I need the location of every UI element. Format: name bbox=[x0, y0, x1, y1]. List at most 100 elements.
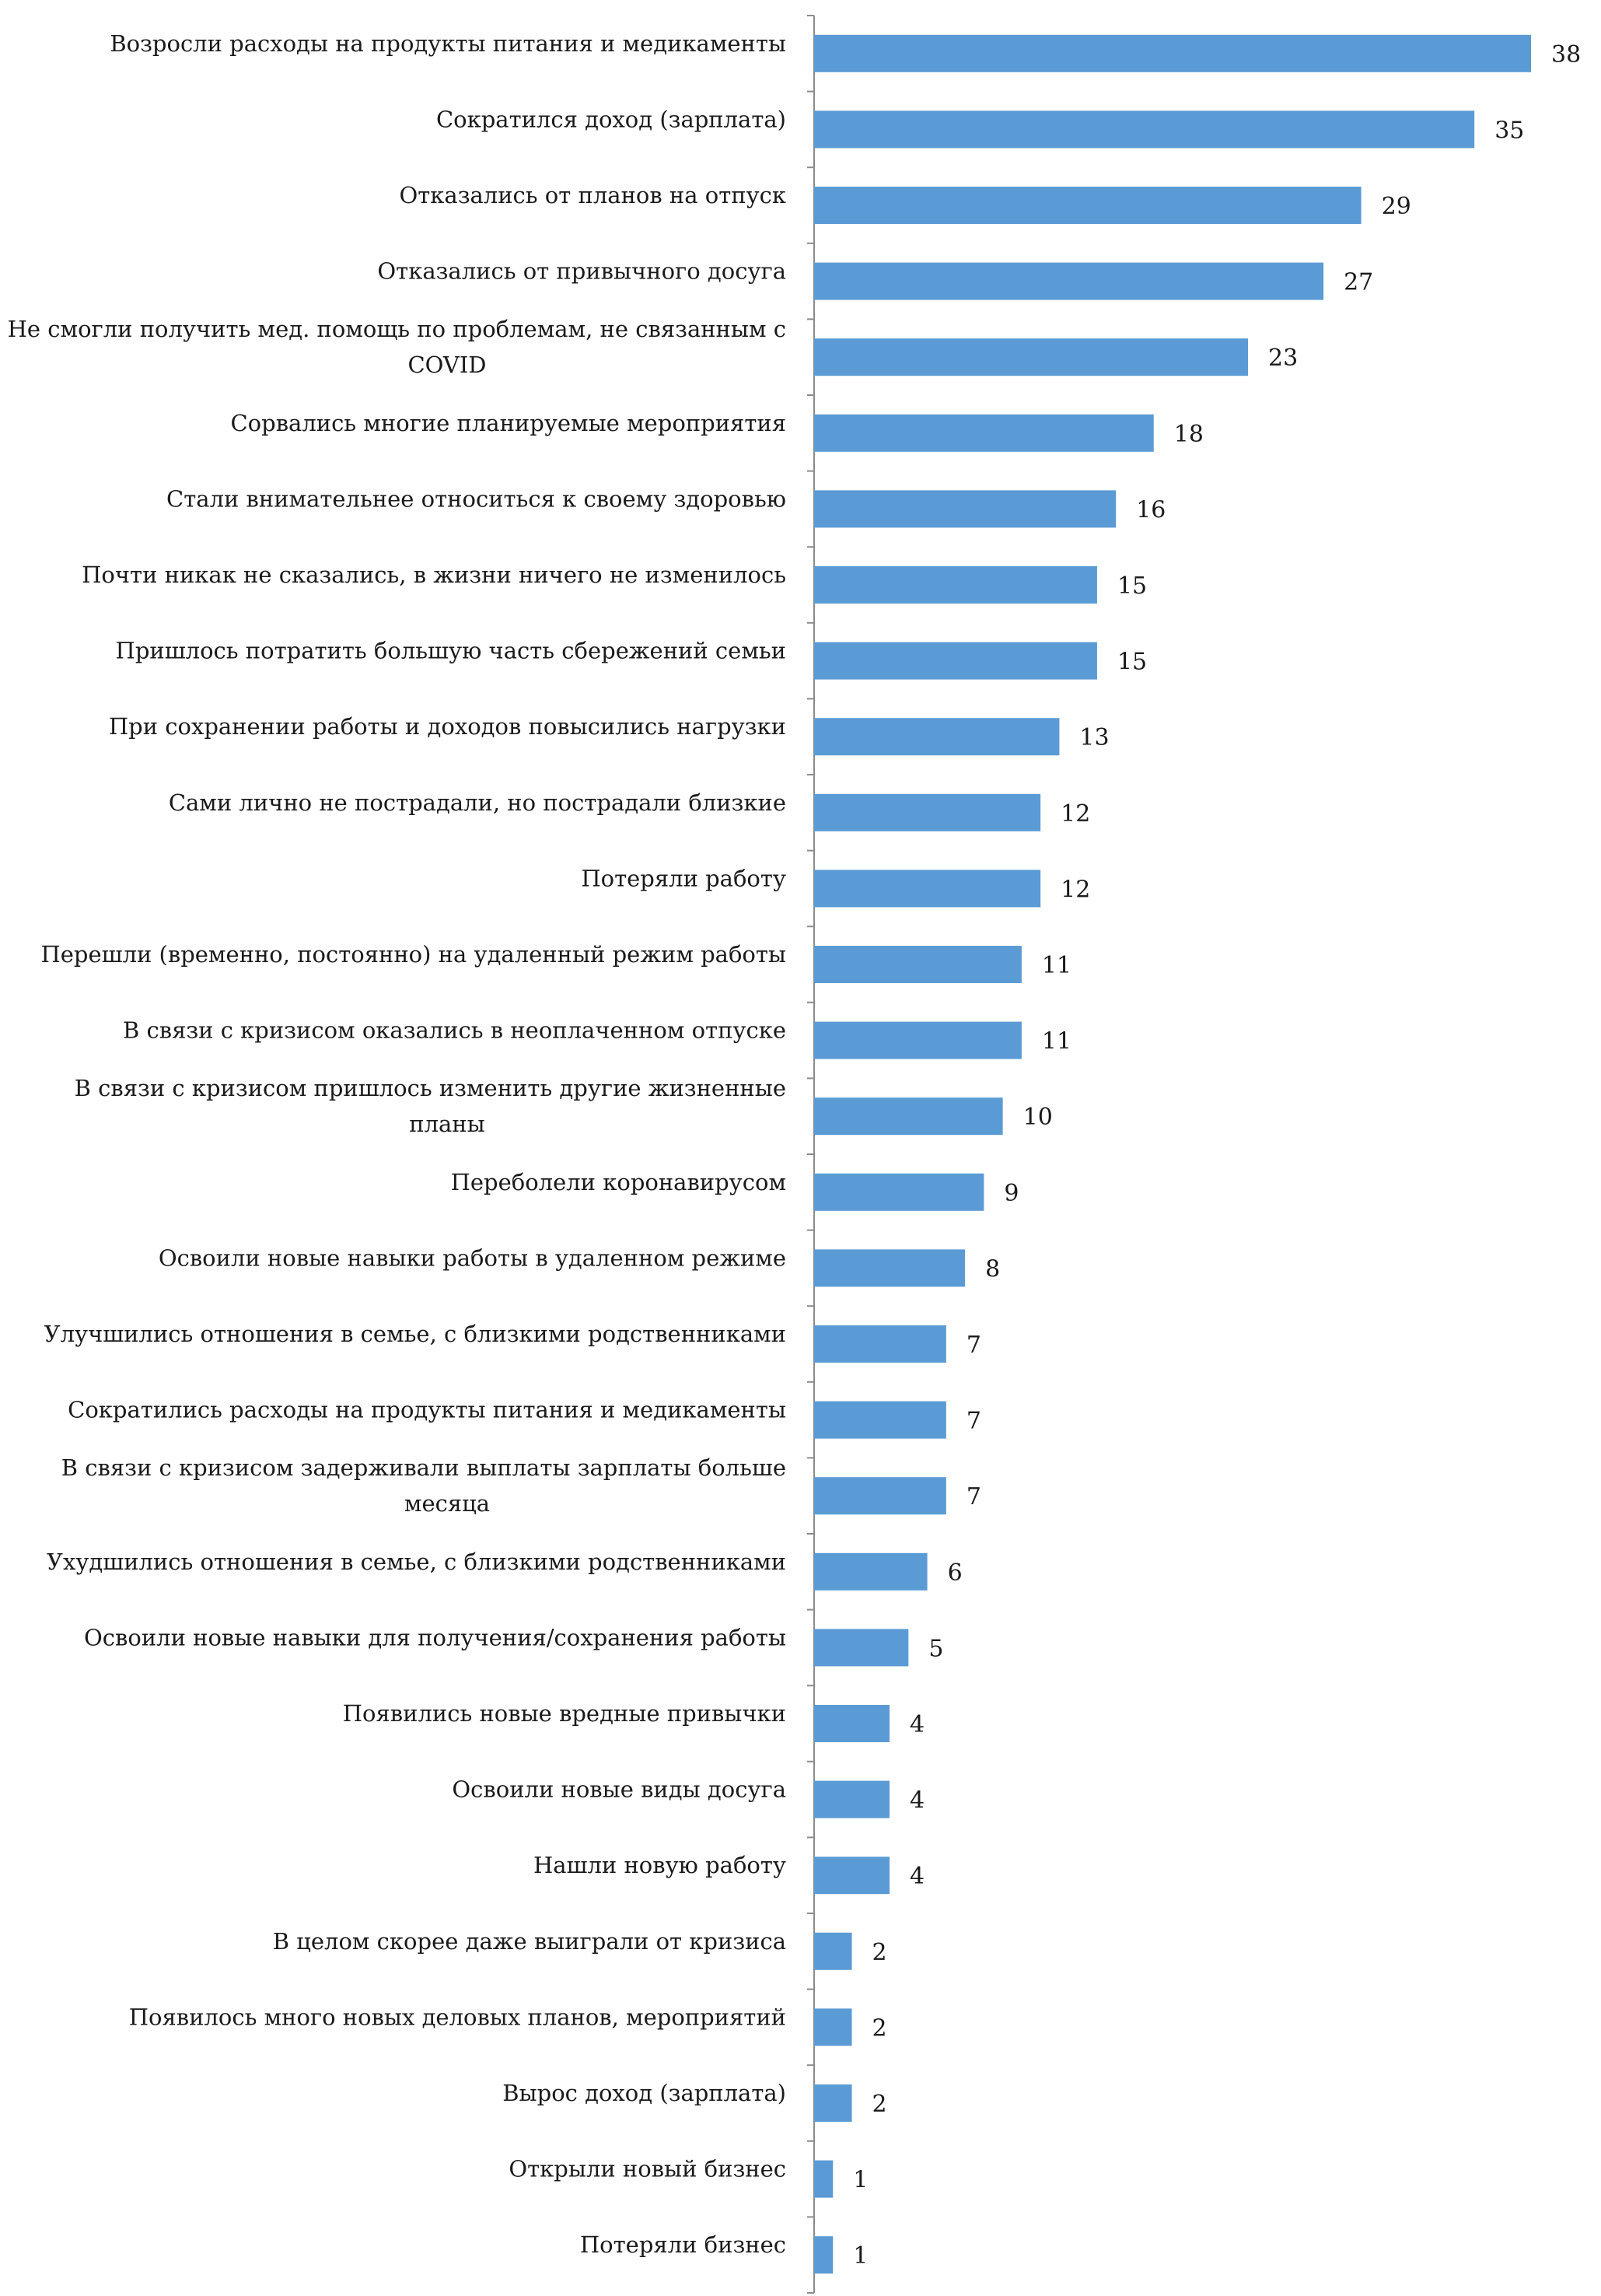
category-label: Открыли новый бизнес bbox=[509, 2156, 786, 2182]
category-label-line: Пришлось потратить большую часть сбереже… bbox=[116, 638, 786, 664]
category-label-line: Вырос доход (зарплата) bbox=[502, 2080, 786, 2106]
bar bbox=[814, 870, 1041, 908]
bar bbox=[814, 642, 1097, 680]
bar bbox=[814, 566, 1097, 604]
bar bbox=[814, 1552, 928, 1591]
category-label-line: Возросли расходы на продукты питания и м… bbox=[110, 30, 786, 57]
category-label-line: Стали внимательнее относиться к своему з… bbox=[166, 485, 786, 512]
value-label: 38 bbox=[1551, 41, 1581, 68]
category-label-line: Сами лично не пострадали, но пострадали … bbox=[169, 789, 786, 816]
category-label: Сорвались многие планируемые мероприятия bbox=[230, 410, 786, 436]
category-label-line: Освоили новые навыки для получения/сохра… bbox=[84, 1624, 786, 1650]
category-label: Не смогли получить мед. помощь по пробле… bbox=[8, 316, 786, 378]
category-label-line: В связи с кризисом оказались в неоплачен… bbox=[123, 1017, 786, 1044]
category-label: Сократились расходы на продукты питания … bbox=[68, 1397, 786, 1423]
category-label: В связи с кризисом оказались в неоплачен… bbox=[123, 1017, 786, 1044]
category-label: Переболели коронавирусом bbox=[451, 1169, 786, 1195]
bar bbox=[814, 793, 1041, 831]
bar bbox=[814, 1705, 890, 1742]
category-label-line: месяца bbox=[404, 1490, 490, 1517]
category-label: Потеряли работу bbox=[581, 865, 786, 891]
category-label: Вырос доход (зарплата) bbox=[502, 2080, 786, 2106]
value-label: 4 bbox=[910, 1711, 925, 1738]
category-label: Ухудшились отношения в семье, с близкими… bbox=[47, 1549, 786, 1575]
category-label: Почти никак не сказались, в жизни ничего… bbox=[82, 562, 786, 588]
value-label: 11 bbox=[1042, 1028, 1071, 1055]
category-label-line: Сократился доход (зарплата) bbox=[436, 106, 786, 132]
category-label: Перешли (временно, постоянно) на удаленн… bbox=[40, 941, 786, 968]
bar bbox=[814, 1325, 946, 1363]
category-label-line: Ухудшились отношения в семье, с близкими… bbox=[47, 1549, 786, 1575]
bar bbox=[814, 946, 1022, 983]
value-label: 16 bbox=[1136, 496, 1166, 523]
bar bbox=[814, 34, 1531, 72]
category-label-line: Улучшились отношения в семье, с близкими… bbox=[44, 1321, 786, 1347]
value-label: 12 bbox=[1061, 800, 1090, 828]
bar bbox=[814, 1173, 984, 1211]
bar bbox=[814, 110, 1475, 149]
bar bbox=[814, 414, 1154, 452]
category-label: Возросли расходы на продукты питания и м… bbox=[110, 30, 786, 57]
value-label: 15 bbox=[1117, 649, 1147, 676]
value-label: 10 bbox=[1023, 1104, 1053, 1131]
category-label-line: Потеряли бизнес bbox=[580, 2231, 786, 2258]
bar bbox=[814, 1249, 966, 1287]
bar bbox=[814, 2160, 834, 2198]
value-label: 23 bbox=[1268, 345, 1298, 372]
bar bbox=[814, 262, 1324, 300]
category-label: Отказались от привычного досуга bbox=[377, 258, 786, 285]
bar bbox=[814, 1780, 890, 1818]
bar bbox=[814, 1477, 946, 1515]
category-label-line: Появилось много новых деловых планов, ме… bbox=[129, 2004, 786, 2030]
category-label: Появилось много новых деловых планов, ме… bbox=[129, 2004, 786, 2030]
category-label-line: Отказались от планов на отпуск bbox=[399, 182, 786, 208]
bar bbox=[814, 2236, 834, 2274]
value-label: 13 bbox=[1079, 724, 1109, 751]
bar bbox=[814, 1021, 1022, 1059]
category-label-line: В связи с кризисом пришлось изменить дру… bbox=[75, 1075, 786, 1101]
value-label: 1 bbox=[853, 2242, 868, 2270]
category-label: В связи с кризисом пришлось изменить дру… bbox=[75, 1075, 786, 1137]
value-label: 7 bbox=[967, 1332, 981, 1359]
value-label: 11 bbox=[1042, 952, 1071, 979]
value-label: 18 bbox=[1174, 421, 1204, 448]
value-label: 9 bbox=[1004, 1180, 1019, 1207]
value-label: 4 bbox=[910, 1863, 925, 1890]
bar bbox=[814, 1857, 890, 1895]
category-label-line: Сорвались многие планируемые мероприятия bbox=[230, 410, 786, 436]
category-label-line: В связи с кризисом задерживали выплаты з… bbox=[61, 1454, 786, 1481]
category-label-line: Нашли новую работу bbox=[533, 1852, 786, 1878]
category-label: Пришлось потратить большую часть сбереже… bbox=[116, 638, 786, 664]
category-label-line: COVID bbox=[407, 352, 486, 378]
value-label: 1 bbox=[853, 2167, 868, 2194]
category-label: Освоили новые виды досуга bbox=[452, 1776, 786, 1803]
category-label: Стали внимательнее относиться к своему з… bbox=[166, 485, 786, 512]
value-label: 5 bbox=[928, 1635, 943, 1662]
bar bbox=[814, 490, 1117, 528]
category-label-line: планы bbox=[409, 1111, 484, 1137]
category-label: Сократился доход (зарплата) bbox=[436, 106, 786, 132]
category-axis bbox=[807, 15, 815, 2294]
category-label-line: Перешли (временно, постоянно) на удаленн… bbox=[40, 941, 786, 968]
category-label-line: В целом скорее даже выиграли от кризиса bbox=[273, 1928, 786, 1955]
category-label-line: При сохранении работы и доходов повысили… bbox=[109, 713, 786, 740]
bar bbox=[814, 1932, 852, 1970]
value-label: 2 bbox=[872, 2014, 887, 2042]
value-label: 4 bbox=[910, 1787, 925, 1815]
bar bbox=[814, 338, 1249, 376]
bar bbox=[814, 1097, 1003, 1136]
value-label: 2 bbox=[872, 1939, 887, 1966]
bar bbox=[814, 1401, 946, 1439]
value-label: 27 bbox=[1344, 269, 1373, 296]
bar bbox=[814, 2008, 852, 2046]
category-label: Появились новые вредные привычки bbox=[343, 1700, 786, 1727]
value-labels: 3835292723181615151312121111109877765444… bbox=[853, 41, 1581, 2270]
category-label-line: Не смогли получить мед. помощь по пробле… bbox=[8, 316, 786, 342]
category-label: Сами лично не пострадали, но пострадали … bbox=[169, 789, 786, 816]
value-label: 2 bbox=[872, 2091, 887, 2118]
category-label-line: Освоили новые навыки работы в удаленном … bbox=[159, 1244, 786, 1271]
category-label: В связи с кризисом задерживали выплаты з… bbox=[61, 1454, 786, 1517]
bar bbox=[814, 718, 1060, 756]
category-label: Нашли новую работу bbox=[533, 1852, 786, 1878]
